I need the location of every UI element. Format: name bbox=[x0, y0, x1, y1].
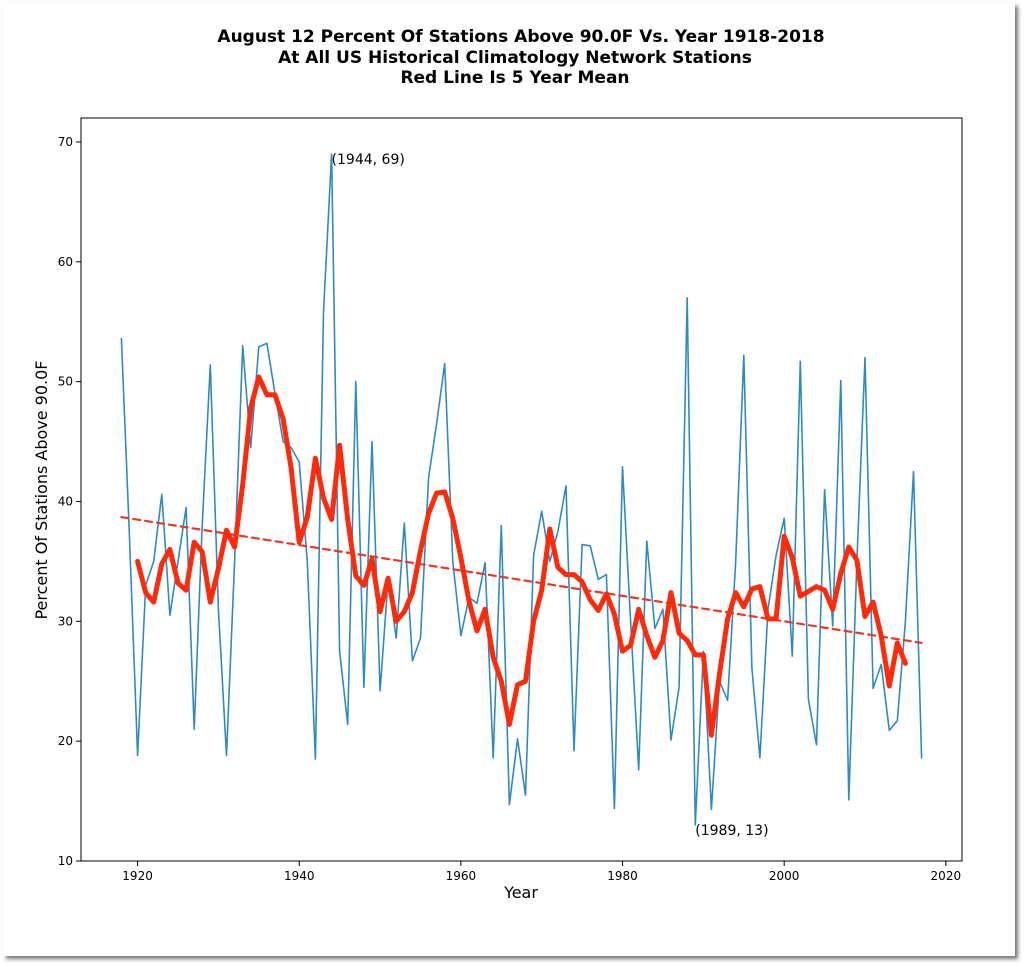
y-tick-label: 60 bbox=[58, 255, 73, 269]
y-tick-label: 70 bbox=[58, 135, 73, 149]
y-axis-ticks: 10 20 30 40 50 60 70 bbox=[58, 135, 81, 868]
y-axis-label: Percent Of Stations Above 90.0F bbox=[32, 360, 51, 619]
plot-border bbox=[80, 117, 963, 862]
point-annotation: (1944, 69) bbox=[332, 152, 405, 168]
y-tick-label: 20 bbox=[58, 734, 73, 748]
x-tick-label: 1960 bbox=[446, 869, 477, 883]
x-axis-label: Year bbox=[503, 883, 538, 902]
x-tick-label: 1940 bbox=[284, 869, 315, 883]
chart-svg: August 12 Percent Of Stations Above 90.0… bbox=[32, 27, 963, 902]
x-tick-label: 2000 bbox=[769, 869, 800, 883]
annotations: (1944, 69) (1989, 13) bbox=[332, 152, 769, 839]
title-line-3: Red Line Is 5 Year Mean bbox=[400, 68, 629, 88]
chart-title: August 12 Percent Of Stations Above 90.0… bbox=[217, 27, 824, 88]
trend-line bbox=[120, 515, 923, 645]
five-year-mean-line bbox=[135, 374, 908, 738]
point-annotation: (1989, 13) bbox=[695, 823, 768, 839]
title-line-2: At All US Historical Climatology Network… bbox=[278, 48, 752, 68]
x-tick-label: 2020 bbox=[931, 869, 962, 883]
y-tick-label: 30 bbox=[58, 614, 73, 628]
chart-frame: August 12 Percent Of Stations Above 90.0… bbox=[3, 3, 1015, 956]
y-tick-label: 10 bbox=[58, 854, 73, 868]
title-line-1: August 12 Percent Of Stations Above 90.0… bbox=[217, 27, 824, 47]
x-tick-label: 1920 bbox=[122, 869, 153, 883]
plot-area bbox=[120, 153, 923, 826]
x-tick-label: 1980 bbox=[607, 869, 638, 883]
y-tick-label: 40 bbox=[58, 494, 73, 508]
y-tick-label: 50 bbox=[58, 375, 73, 389]
x-axis-ticks: 1920 1940 1960 1980 2000 2020 bbox=[122, 861, 961, 883]
